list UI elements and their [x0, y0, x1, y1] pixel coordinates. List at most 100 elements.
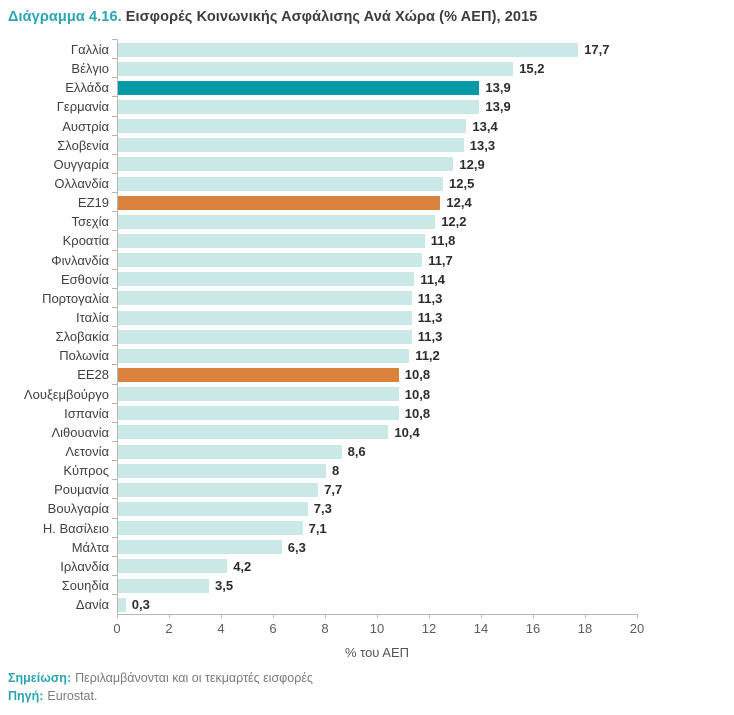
bar-row: 0,3 — [112, 594, 678, 614]
x-axis-tick — [377, 614, 378, 619]
bar-row: 11,2 — [112, 345, 678, 365]
plot-area: 17,7 15,2 13,9 13,9 13,4 13,3 12,9 12,5 12,4 12,2… — [112, 39, 678, 615]
bar-row: 12,5 — [112, 172, 678, 193]
bar-row: 12,9 — [112, 153, 678, 174]
bar — [118, 310, 412, 325]
bar-row: 13,9 — [112, 96, 678, 116]
source-text: Eurostat. — [47, 689, 98, 703]
bar — [118, 176, 443, 191]
value-label: 11,8 — [430, 233, 456, 249]
value-label: 11,2 — [415, 348, 440, 364]
category-label: Κροατία — [62, 233, 109, 249]
category-label: Γερμανία — [56, 99, 109, 115]
y-axis-tick — [112, 402, 118, 404]
source-line: Πηγή: Eurostat. — [8, 687, 313, 705]
value-label: 15,2 — [519, 61, 545, 77]
category-label: Βέλγιο — [71, 61, 109, 77]
bar-row: 3,5 — [112, 574, 678, 595]
y-axis-tick — [112, 440, 118, 442]
category-label: Σλοβακία — [55, 329, 109, 345]
bar-row: 12,2 — [112, 211, 678, 231]
bar — [118, 521, 303, 536]
bar-row: 4,2 — [112, 555, 678, 576]
y-axis-tick — [112, 536, 118, 538]
category-label: Γαλλία — [70, 42, 109, 57]
value-label: 11,3 — [417, 290, 443, 306]
y-axis-tick — [112, 230, 118, 232]
value-label: 12,2 — [441, 214, 467, 230]
bar-chart: Γαλλία Βέλγιο Ελλάδα Γερμανία Αυστρία Σλοβενί… — [0, 39, 734, 615]
x-tick-label: 20 — [629, 621, 645, 637]
bar — [118, 253, 423, 268]
category-label: Ρουμανία — [54, 482, 109, 498]
bar-row: 11,8 — [112, 230, 678, 250]
y-axis-tick — [112, 39, 118, 40]
value-label: 13,9 — [485, 99, 511, 115]
bar — [118, 559, 228, 574]
bar-row: 11,4 — [112, 268, 678, 289]
y-axis-tick — [112, 153, 118, 155]
bar — [118, 157, 454, 172]
category-label: Λετονία — [65, 443, 109, 459]
x-axis: 0 2 4 6 8 10 12 14 16 18 20 — [113, 614, 644, 642]
bar — [118, 425, 389, 440]
bar-row: 8 — [112, 460, 678, 480]
value-label: 8,6 — [347, 444, 366, 460]
y-axis-tick — [112, 555, 118, 557]
value-label: 10,8 — [404, 386, 431, 402]
value-label: 3,5 — [215, 578, 234, 593]
chart-title-text: Εισφορές Κοινωνικής Ασφάλισης Ανά Χώρα (… — [125, 9, 538, 25]
bar-row: 15,2 — [112, 58, 678, 78]
x-tick-label: 6 — [269, 621, 277, 637]
category-label: Σλοβενία — [57, 137, 109, 153]
bar-row: 7,7 — [112, 479, 678, 499]
bar-row: 13,4 — [112, 115, 678, 136]
category-label: Λιθουανία — [51, 424, 109, 440]
y-axis-tick — [112, 211, 118, 213]
category-label: Πορτογαλία — [42, 290, 109, 306]
bar-row: 10,8 — [112, 383, 678, 404]
x-axis-tick — [429, 614, 430, 619]
x-axis-tick — [533, 614, 534, 619]
note-line: Σημείωση: Περιλαμβάνονται και οι τεκμαρτέ… — [8, 669, 313, 687]
x-axis-tick — [481, 614, 482, 619]
category-label: Λουξεμβούργο — [23, 386, 109, 402]
value-label: 11,3 — [417, 310, 443, 326]
category-label: Ελλάδα — [65, 80, 109, 96]
bar — [118, 80, 480, 95]
bar — [118, 214, 436, 229]
bar — [118, 463, 326, 478]
bar-row: 17,7 — [112, 39, 678, 59]
bar — [118, 482, 319, 497]
x-tick-label: 12 — [421, 621, 437, 637]
x-axis-tick — [273, 614, 274, 619]
y-axis-tick — [112, 58, 118, 60]
y-axis-tick — [112, 574, 118, 576]
x-axis-title: % του ΑΕΠ — [344, 645, 410, 661]
value-label: 12,4 — [446, 195, 472, 211]
x-tick-label: 0 — [113, 621, 121, 637]
bar — [118, 578, 209, 593]
y-axis-tick — [112, 326, 118, 328]
y-axis-tick — [112, 306, 118, 308]
value-label: 4,2 — [233, 558, 252, 574]
y-axis-tick — [112, 364, 118, 366]
bar-row: 12,4 — [112, 192, 678, 212]
bar — [118, 138, 464, 153]
y-axis-tick — [112, 498, 118, 500]
y-axis-tick — [112, 287, 118, 289]
x-axis-tick — [221, 614, 222, 619]
category-label: ΕΕ28 — [77, 367, 109, 383]
source-label: Πηγή: — [8, 689, 44, 703]
value-label: 6,3 — [287, 539, 306, 555]
x-tick-label: 14 — [473, 621, 489, 637]
value-label: 13,3 — [469, 137, 496, 153]
bar — [118, 61, 514, 76]
value-label: 13,4 — [472, 118, 498, 134]
x-axis-tick — [169, 614, 170, 619]
y-axis-tick — [112, 594, 118, 596]
x-tick-label: 2 — [165, 621, 173, 637]
category-label: Βουλγαρία — [47, 501, 109, 517]
value-label: 10,4 — [394, 424, 420, 440]
bar — [118, 367, 399, 382]
